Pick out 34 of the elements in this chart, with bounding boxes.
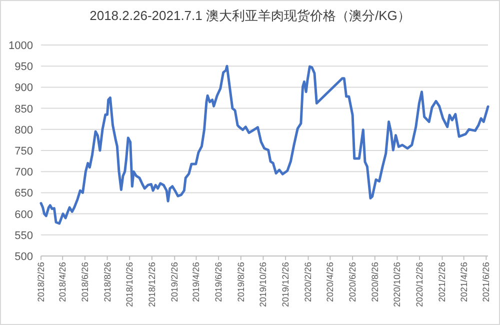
x-tick-label: 2020/4/26 [325,262,336,302]
y-tick-label: 600 [14,208,33,221]
y-tick-label: 850 [14,103,33,116]
x-tick-label: 2021/4/26 [458,262,469,302]
x-tick-label: 2019/12/26 [280,262,291,308]
y-tick-label: 500 [14,251,33,263]
x-tick-label: 2021/2/26 [437,262,448,302]
x-tick-label: 2018/8/26 [102,262,112,302]
x-tick-label: 2019/2/26 [170,262,180,302]
x-tick-label: 2018/6/26 [80,262,90,302]
line-series [40,64,490,225]
x-tick-label: 2019/8/26 [236,262,246,302]
x-tick-label: 2018/10/26 [124,262,135,308]
x-tick-label: 2019/4/26 [191,262,202,302]
y-tick-label: 550 [14,230,33,242]
y-tick-label: 950 [14,61,33,74]
x-tick-label: 2019/6/26 [214,262,224,302]
x-tick-label: 2020/12/26 [414,262,425,308]
chart-title: 2018.2.26-2021.7.1 澳大利亚羊肉现货价格（澳分/KG） [90,8,410,23]
x-tick-label: 2020/10/26 [392,262,402,308]
x-tick-label: 2020/2/26 [303,262,314,302]
y-tick-label: 700 [14,166,33,179]
x-tick-label: 2021/6/26 [481,262,492,302]
x-tick-label: 2018/2/26 [36,262,46,302]
x-tick-label: 2018/12/26 [146,262,157,308]
y-tick-label: 650 [14,188,33,200]
x-tick-label: 2019/10/26 [258,262,268,308]
x-tick-label: 2020/6/26 [348,262,358,302]
y-tick-label: 750 [14,146,33,158]
y-tick-label: 800 [14,124,33,136]
y-tick-label: 1000 [8,40,33,52]
x-tick-label: 2020/8/26 [370,262,380,302]
x-tick-label: 2018/4/26 [58,262,68,302]
y-tick-label: 900 [14,82,33,94]
